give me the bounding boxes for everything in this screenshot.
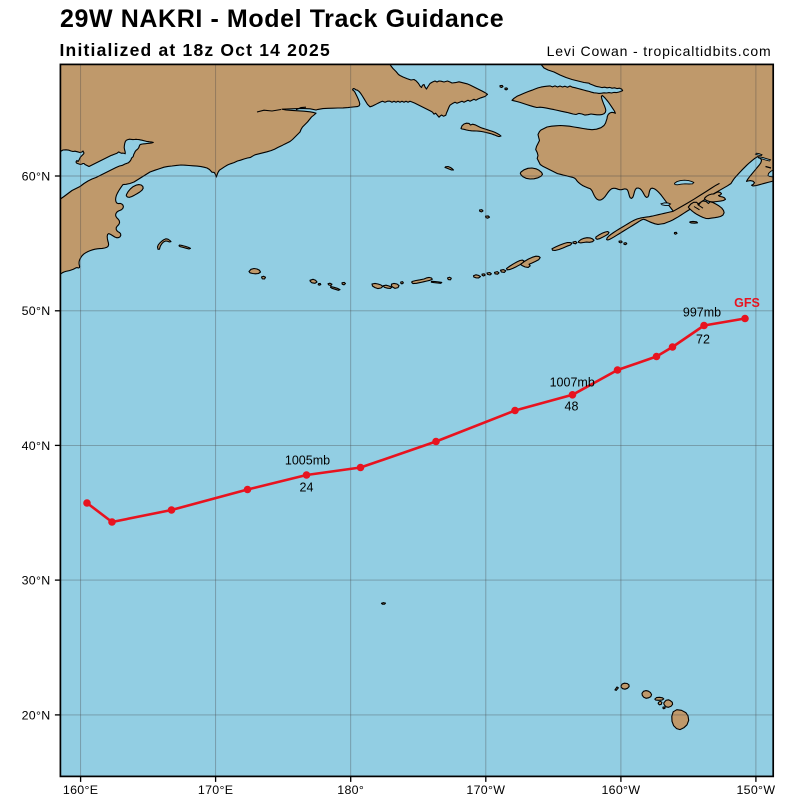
svg-text:60°N: 60°N	[22, 169, 51, 183]
svg-text:29W NAKRI - Model Track Guidan: 29W NAKRI - Model Track Guidance	[60, 5, 504, 33]
svg-text:1005mb: 1005mb	[285, 454, 330, 468]
svg-text:1007mb: 1007mb	[550, 375, 595, 389]
svg-text:160°W: 160°W	[601, 783, 640, 797]
svg-text:30°N: 30°N	[22, 574, 51, 588]
svg-text:24: 24	[300, 481, 314, 495]
svg-text:Levi Cowan - tropicaltidbits.c: Levi Cowan - tropicaltidbits.com	[547, 43, 772, 59]
svg-text:170°W: 170°W	[466, 783, 505, 797]
svg-text:72: 72	[696, 332, 710, 346]
svg-text:50°N: 50°N	[22, 304, 51, 318]
svg-text:20°N: 20°N	[22, 708, 51, 722]
svg-text:150°W: 150°W	[736, 783, 775, 797]
svg-text:40°N: 40°N	[22, 439, 51, 453]
svg-text:48: 48	[565, 400, 579, 414]
svg-text:GFS: GFS	[734, 296, 760, 310]
svg-text:180°: 180°	[337, 783, 364, 797]
svg-text:170°E: 170°E	[198, 783, 233, 797]
svg-text:997mb: 997mb	[683, 306, 721, 320]
svg-text:Initialized at 18z Oct 14 2025: Initialized at 18z Oct 14 2025	[60, 40, 331, 60]
svg-text:160°E: 160°E	[63, 783, 98, 797]
